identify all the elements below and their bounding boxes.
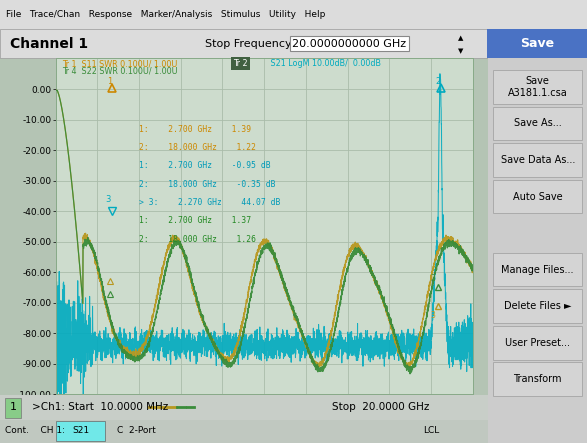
Text: ▲: ▲	[458, 35, 463, 41]
Text: 1:    2.700 GHz    -0.95 dB: 1: 2.700 GHz -0.95 dB	[139, 161, 271, 171]
FancyBboxPatch shape	[493, 107, 582, 140]
Text: 1: 1	[107, 77, 112, 85]
Text: 3: 3	[431, 311, 436, 320]
Text: 20.0000000000 GHz: 20.0000000000 GHz	[292, 39, 406, 49]
Text: 2:    18.000 GHz    -0.35 dB: 2: 18.000 GHz -0.35 dB	[139, 180, 276, 189]
FancyBboxPatch shape	[493, 179, 582, 214]
Text: Channel 1: Channel 1	[10, 37, 88, 51]
FancyBboxPatch shape	[0, 29, 487, 58]
Text: 2: 2	[431, 274, 436, 284]
Text: File   Trace/Chan   Response   Marker/Analysis   Stimulus   Utility   Help: File Trace/Chan Response Marker/Analysis…	[6, 10, 325, 19]
Text: Save Data As...: Save Data As...	[501, 155, 575, 165]
Text: Save As...: Save As...	[514, 118, 562, 128]
Text: Tr 1  S11 SWR 0.100U/ 1.00U: Tr 1 S11 SWR 0.100U/ 1.00U	[62, 59, 177, 68]
Text: C  2-Port: C 2-Port	[117, 426, 156, 435]
Text: > 3:    2.270 GHz    44.07 dB: > 3: 2.270 GHz 44.07 dB	[139, 198, 281, 207]
Text: Auto Save: Auto Save	[513, 191, 562, 202]
Text: Transform: Transform	[514, 374, 562, 384]
FancyBboxPatch shape	[493, 289, 582, 323]
FancyBboxPatch shape	[493, 70, 582, 104]
Text: 1:    2.700 GHz    1.39: 1: 2.700 GHz 1.39	[139, 125, 251, 134]
Text: Save: Save	[520, 37, 554, 50]
Text: Stop Frequency: Stop Frequency	[205, 39, 291, 49]
FancyBboxPatch shape	[56, 421, 105, 441]
Text: Delete Files ►: Delete Files ►	[504, 301, 571, 311]
Text: LCL: LCL	[423, 426, 440, 435]
Text: >Ch1: Start  10.0000 MHz: >Ch1: Start 10.0000 MHz	[32, 402, 168, 412]
Text: S21: S21	[72, 426, 89, 435]
FancyBboxPatch shape	[493, 362, 582, 396]
FancyBboxPatch shape	[493, 326, 582, 360]
Text: Manage Files...: Manage Files...	[501, 264, 574, 275]
Text: 3: 3	[106, 195, 111, 204]
Text: Tr 2: Tr 2	[233, 59, 248, 68]
Text: 1: 1	[10, 402, 17, 412]
FancyBboxPatch shape	[493, 143, 582, 177]
FancyBboxPatch shape	[493, 253, 582, 287]
FancyBboxPatch shape	[5, 398, 22, 418]
Text: User Preset...: User Preset...	[505, 338, 570, 348]
Text: 2:    18.000 GHz    1.22: 2: 18.000 GHz 1.22	[139, 143, 256, 152]
Text: 1:    2.700 GHz    1.37: 1: 2.700 GHz 1.37	[139, 216, 251, 225]
Text: Cont.    CH 1:: Cont. CH 1:	[5, 426, 65, 435]
Text: ▼: ▼	[458, 48, 463, 54]
Text: 2:    18.000 GHz    1.26: 2: 18.000 GHz 1.26	[139, 235, 256, 244]
Text: S21 LogM 10.00dB/  0.00dB: S21 LogM 10.00dB/ 0.00dB	[268, 59, 382, 68]
Text: 2: 2	[435, 77, 440, 85]
Text: Save
A3181.1.csa: Save A3181.1.csa	[508, 76, 568, 98]
Text: Stop  20.0000 GHz: Stop 20.0000 GHz	[332, 402, 430, 412]
Text: Tr 4  S22 SWR 0.100U/ 1.00U: Tr 4 S22 SWR 0.100U/ 1.00U	[62, 67, 178, 76]
